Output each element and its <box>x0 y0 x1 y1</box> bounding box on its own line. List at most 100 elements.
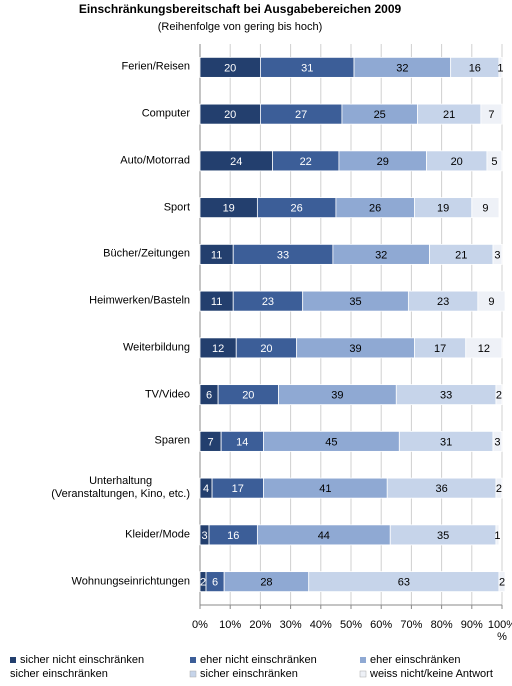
data-label: 32 <box>396 62 408 74</box>
data-label: 19 <box>223 203 235 215</box>
data-label: 17 <box>232 483 244 495</box>
data-label: 25 <box>374 109 386 121</box>
data-label: 11 <box>211 249 222 261</box>
data-label: 29 <box>377 156 389 168</box>
data-label: 16 <box>469 62 481 74</box>
legend-label: eher nicht einschränken <box>200 654 317 666</box>
data-label: 26 <box>369 203 381 215</box>
y-tick-label: Kleider/Mode <box>125 528 190 541</box>
x-tick-label: 20% <box>249 619 271 631</box>
y-tick-label: Sparen <box>154 434 190 447</box>
data-label: 21 <box>443 109 455 121</box>
data-label: 1 <box>497 62 503 74</box>
legend-swatch <box>189 670 197 678</box>
bar-segment <box>495 524 500 546</box>
x-tick-label: 60% <box>370 619 392 631</box>
bar-segment <box>477 290 506 312</box>
x-tick-label: 10% <box>219 619 241 631</box>
y-tick-label: Auto/Motorrad <box>120 154 190 167</box>
data-label: 16 <box>227 530 239 542</box>
data-label: 20 <box>224 109 236 121</box>
legend-label: eher einschränken <box>370 654 461 666</box>
bar-segment <box>495 477 503 499</box>
legend-swatch <box>359 670 367 678</box>
data-label: 41 <box>319 483 331 495</box>
data-label: 4 <box>203 483 209 495</box>
data-label: 1 <box>494 530 500 542</box>
legend-label: weiss nicht/keine Antwort <box>369 668 493 680</box>
y-tick-label: TV/Video <box>144 388 190 401</box>
legend-swatch <box>10 657 16 663</box>
data-label: 3 <box>201 530 207 542</box>
x-tick-label: 50% <box>340 619 362 631</box>
data-label: 32 <box>375 249 387 261</box>
data-label: 12 <box>212 343 224 355</box>
x-tick-label: 0% <box>192 619 208 631</box>
chart-title: Einschränkungsbereitschaft bei Ausgabebe… <box>79 2 402 16</box>
data-label: 12 <box>478 343 490 355</box>
legend-label: sicher einschränken <box>200 668 298 680</box>
data-label: 44 <box>318 530 330 542</box>
data-label: 23 <box>437 296 449 308</box>
data-label: 36 <box>435 483 447 495</box>
y-tick-label: Sport <box>163 201 190 214</box>
data-label: 35 <box>349 296 361 308</box>
x-tick-label: 100% <box>488 619 512 631</box>
y-tick-label: Heimwerken/Basteln <box>89 294 190 307</box>
bar-segment <box>498 571 506 593</box>
data-label: 23 <box>262 296 274 308</box>
bar-segment <box>480 103 503 125</box>
data-label: 6 <box>206 390 212 402</box>
data-label: 2 <box>496 483 502 495</box>
data-label: 20 <box>451 156 463 168</box>
data-label: 7 <box>488 109 494 121</box>
bar-segment <box>495 384 503 406</box>
data-label: 2 <box>496 390 502 402</box>
data-label: 19 <box>437 203 449 215</box>
data-label: 2 <box>200 577 206 589</box>
data-label: 31 <box>440 436 452 448</box>
data-label: 39 <box>331 390 343 402</box>
x-axis-label: % <box>497 631 507 643</box>
data-label: 45 <box>325 436 337 448</box>
x-tick-label: 80% <box>431 619 453 631</box>
data-label: 35 <box>437 530 449 542</box>
data-label: 33 <box>440 390 452 402</box>
y-tick-label: Computer <box>141 107 190 120</box>
data-label: 11 <box>211 296 222 308</box>
legend-swatch <box>190 657 196 663</box>
data-label: 33 <box>277 249 289 261</box>
legend-label: sicher nicht einschränken <box>20 654 144 666</box>
legend-swatch <box>360 657 366 663</box>
data-label: 7 <box>208 436 214 448</box>
x-tick-label: 90% <box>461 619 483 631</box>
data-label: 20 <box>260 343 272 355</box>
data-label: 39 <box>349 343 361 355</box>
data-label: 17 <box>434 343 446 355</box>
bar-segment <box>471 197 500 219</box>
data-label: 24 <box>230 156 242 168</box>
data-label: 6 <box>212 577 218 589</box>
x-tick-label: 30% <box>280 619 302 631</box>
y-tick-label: Unterhaltung (Veranstaltungen, Kino, etc… <box>51 475 190 501</box>
data-label: 21 <box>455 249 467 261</box>
data-label: 3 <box>494 249 500 261</box>
data-label: 20 <box>224 62 236 74</box>
data-label: 9 <box>488 296 494 308</box>
data-label: 63 <box>398 577 410 589</box>
chart-subtitle: (Reihenfolge von gering bis hoch) <box>158 21 323 33</box>
y-tick-label: Weiterbildung <box>122 341 190 354</box>
data-label: 27 <box>295 109 307 121</box>
data-label: 14 <box>236 436 248 448</box>
data-label: 22 <box>300 156 312 168</box>
bar-segment <box>486 150 503 172</box>
x-tick-label: 70% <box>400 619 422 631</box>
y-tick-label: Ferien/Reisen <box>121 60 190 73</box>
bar-segment <box>498 56 503 78</box>
data-label: 3 <box>494 436 500 448</box>
bar-segment <box>465 337 503 359</box>
data-label: 20 <box>242 390 254 402</box>
data-label: 5 <box>491 156 497 168</box>
